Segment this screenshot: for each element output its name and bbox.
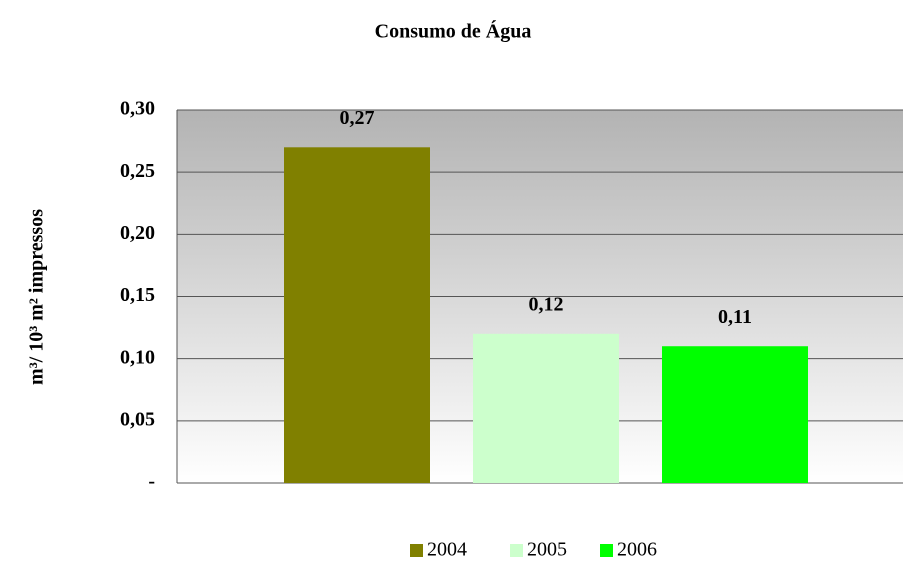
bar bbox=[662, 346, 808, 483]
y-tick-label: 0,05 bbox=[120, 408, 155, 430]
value-label: 0,12 bbox=[529, 293, 564, 315]
legend-label: 2004 bbox=[427, 539, 467, 561]
legend-swatch bbox=[410, 544, 423, 557]
y-tick-label: 0,30 bbox=[120, 98, 155, 120]
chart-title: Consumo de Água bbox=[375, 20, 532, 43]
y-tick-label: 0,15 bbox=[120, 284, 155, 306]
legend-label: 2006 bbox=[617, 539, 657, 561]
y-tick-label: 0,10 bbox=[120, 346, 155, 368]
legend-swatch bbox=[510, 544, 523, 557]
y-tick-label: 0,25 bbox=[120, 160, 155, 182]
value-label: 0,11 bbox=[718, 306, 752, 328]
bar bbox=[284, 147, 430, 484]
legend-label: 2005 bbox=[527, 539, 567, 561]
value-label: 0,27 bbox=[340, 107, 375, 129]
y-axis-label: m³/ 10³ m² impressos bbox=[26, 209, 48, 385]
y-tick-label: 0,20 bbox=[120, 222, 155, 244]
bar bbox=[473, 333, 619, 483]
y-tick-label: - bbox=[148, 471, 155, 493]
legend-swatch bbox=[600, 544, 613, 557]
